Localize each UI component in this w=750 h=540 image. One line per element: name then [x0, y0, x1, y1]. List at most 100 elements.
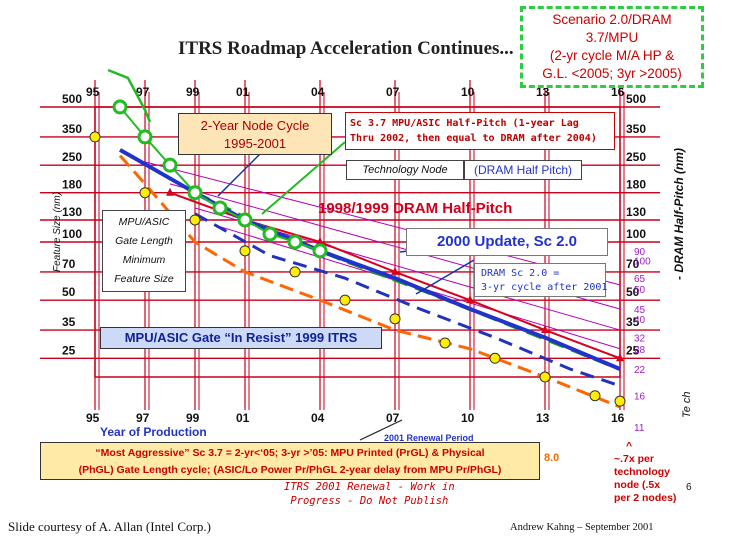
dram-sc20-box: DRAM Sc 2.0 = 3-yr cycle after 2001	[474, 263, 607, 297]
x-tick-top: 13	[536, 85, 550, 99]
series-sc37-mpu-marker	[212, 200, 228, 216]
x-tick-top: 95	[86, 85, 100, 99]
in-resist-box: MPU/ASIC Gate “In Resist” 1999 ITRS	[100, 327, 382, 349]
y-axis-right-fragment: Te ch	[681, 391, 693, 418]
series-sc37-mpu-marker	[112, 99, 128, 115]
tech-node-label: Technology Node	[362, 164, 448, 176]
y-tick-left: 500	[62, 92, 82, 106]
x-tick-bottom: 04	[311, 411, 325, 425]
series-dram-9899-marker	[541, 325, 549, 334]
dram-sc20-line: DRAM Sc 2.0 =	[481, 268, 560, 279]
scenario-box: Scenario 2.0/DRAM 3.7/MPU (2-yr cycle M/…	[520, 6, 704, 88]
x-tick-bottom: 07	[386, 411, 400, 425]
y-tick-right-extra: 32	[634, 334, 646, 345]
y-tick-right: 350	[626, 122, 646, 136]
x-tick-bottom: 99	[186, 411, 200, 425]
series-yellow-marker	[489, 352, 501, 364]
y-tick-left: 130	[62, 205, 82, 219]
callout-arrow	[107, 68, 152, 123]
dram-hp-box: (DRAM Half Pitch)	[464, 160, 582, 180]
x-tick-top: 10	[461, 85, 475, 99]
series-sc37-mpu-marker	[312, 243, 328, 259]
y-tick-left: 350	[62, 122, 82, 136]
y-tick-right-extra: 50	[634, 285, 646, 296]
y-tick-right-extra: 22	[634, 365, 646, 376]
y-tick-right-extra: 40	[634, 315, 646, 326]
x-tick-bottom: 01	[236, 411, 250, 425]
most-aggressive-line: “Most Aggressive” Sc 3.7 = 2-yr<‘05; 3-y…	[95, 447, 485, 459]
scenario-line: (2-yr cycle M/A HP &	[549, 48, 675, 63]
mpu-gate-line: Feature Size	[114, 273, 174, 285]
mpu-gate-line: Gate Length	[115, 235, 173, 247]
series-yellow-marker	[89, 131, 101, 143]
x-tick-top: 16	[611, 85, 625, 99]
mpu-gate-box: MPU/ASIC Gate Length Minimum Feature Siz…	[102, 210, 186, 292]
y-tick-right-extra: 11	[634, 423, 645, 434]
series-dram-9899-marker	[616, 353, 624, 362]
x-tick-top: 04	[311, 85, 325, 99]
y-tick-right-extra: 90	[634, 247, 646, 258]
x-tick-top: 99	[186, 85, 200, 99]
series-yellow-marker	[439, 337, 451, 349]
x-tick-bottom: 95	[86, 411, 100, 425]
series-sc37-mpu-marker	[237, 212, 253, 228]
node-cycle-line: 2-Year Node Cycle	[200, 118, 310, 133]
renewal-wip-line: Progress - Do Not Publish	[290, 495, 449, 507]
update-2000-label: 2000 Update, Sc 2.0	[436, 233, 578, 250]
series-dram-9899-marker	[316, 237, 324, 245]
y-tick-right: 180	[626, 178, 646, 192]
y-tick-left: 250	[62, 150, 82, 164]
y-tick-right-extra: 16	[634, 392, 646, 403]
page-number: 6	[686, 482, 692, 493]
in-resist-label: MPU/ASIC Gate “In Resist” 1999 ITRS	[124, 330, 358, 345]
mpu-gate-line: MPU/ASIC	[118, 216, 170, 228]
series-orange-dashed-line	[118, 154, 621, 409]
scenario-line: G.L. <2005; 3yr >2005)	[542, 66, 682, 81]
series-yellow-marker	[539, 371, 551, 383]
scenario-line: Scenario 2.0/DRAM	[552, 12, 672, 27]
series-yellow-marker	[289, 266, 301, 278]
most-aggressive-line: (PhGL) Gate Length cycle; (ASIC/Lo Power…	[78, 464, 502, 476]
renewal-period-label: 2001 Renewal Period	[384, 433, 474, 443]
tech-node-box: Technology Node	[346, 160, 464, 180]
callout-arrow	[415, 259, 475, 295]
reduction-line: node (.5x	[614, 479, 661, 491]
most-aggressive-box: “Most Aggressive” Sc 3.7 = 2-yr<‘05; 3-y…	[40, 442, 540, 480]
y-tick-right: 500	[626, 92, 646, 106]
series-sc37-mpu-marker	[262, 226, 278, 242]
y-tick-right: 250	[626, 150, 646, 164]
y-tick-right-extra: 100	[634, 257, 651, 268]
renewal-wip-line: ITRS 2001 Renewal - Work in	[284, 481, 455, 493]
update-2000-box: 2000 Update, Sc 2.0	[406, 228, 608, 256]
sc37-line: Thru 2002, then equal to DRAM after 2004…	[350, 133, 597, 144]
reduction-note: ^ ~.7x per technology node (.5x per 2 no…	[614, 440, 676, 505]
series-yellow-marker	[189, 214, 201, 226]
series-sc37-mpu-marker	[287, 234, 303, 250]
sc37-line: Sc 3.7 MPU/ASIC Half-Pitch (1-year Lag	[350, 118, 579, 129]
series-in-resist-line	[194, 212, 621, 388]
y-tick-right: 70	[626, 257, 640, 271]
chart-title: ITRS Roadmap Acceleration Continues...	[178, 38, 514, 59]
series-dram-9899-marker	[466, 295, 474, 304]
series-yellow-marker	[389, 313, 401, 325]
renewal-wip-label: ITRS 2001 Renewal - Work in Progress - D…	[284, 480, 455, 508]
series-sc37-mpu-marker	[162, 157, 178, 173]
x-tick-bottom: 16	[611, 411, 625, 425]
y-tick-right: 130	[626, 205, 646, 219]
node-cycle-box: 2-Year Node Cycle 1995-2001	[178, 113, 332, 155]
y-axis-left-label: Feature Size (nm)	[52, 192, 63, 272]
callout-arrow	[359, 419, 403, 441]
footer-credit: Slide courtesy of A. Allan (Intel Corp.)	[8, 519, 211, 534]
footer-author: Andrew Kahng – September 2001	[510, 522, 654, 533]
series-yellow-marker	[239, 245, 251, 257]
y-tick-right: 50	[626, 285, 640, 299]
x-tick-top: 01	[236, 85, 250, 99]
y-tick-left: 70	[62, 257, 76, 271]
y-tick-left: 180	[62, 178, 82, 192]
value-80-label: 8.0	[544, 452, 560, 464]
scenario-line: 3.7/MPU	[585, 30, 639, 45]
y-tick-left: 100	[62, 227, 82, 241]
node-cycle-line: 1995-2001	[223, 136, 287, 151]
dram-9899-label: 1998/1999 DRAM Half-Pitch	[318, 200, 513, 217]
